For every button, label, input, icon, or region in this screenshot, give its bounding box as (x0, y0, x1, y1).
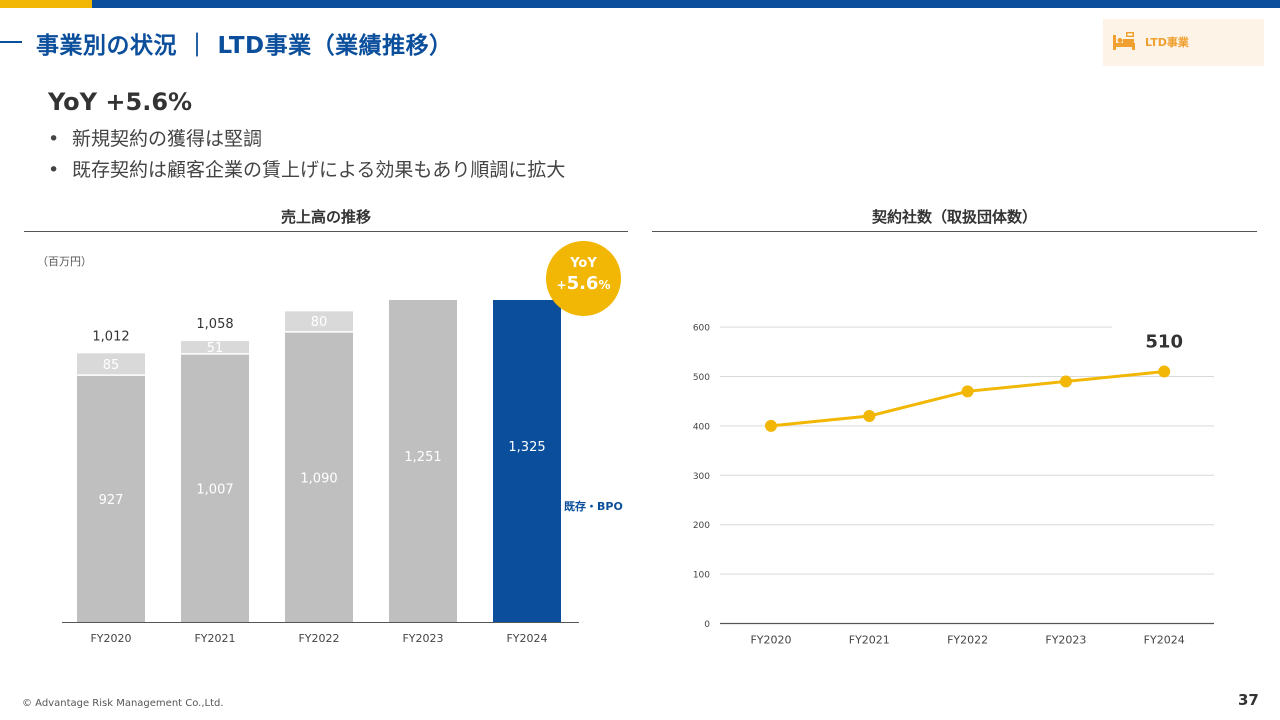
bar-total-label: 1,058 (196, 317, 233, 332)
badge-label: LTD事業 (1145, 36, 1189, 49)
x-tick-label: FY2024 (506, 632, 547, 645)
yoy-circle-value: +5.6% (556, 273, 611, 294)
bar-existing-label: 1,007 (196, 482, 233, 497)
x-tick-label: FY2022 (947, 634, 988, 647)
bullet-item: • 新規契約の獲得は堅調 (48, 128, 263, 150)
bar-total-label: 1,012 (92, 329, 129, 344)
bar-existing-label: 927 (99, 493, 124, 508)
bar-existing-FY2022 (285, 332, 353, 622)
bar-existing-FY2020 (77, 375, 145, 622)
x-tick-label: FY2021 (194, 632, 235, 645)
bar-existing-FY2024 (493, 300, 561, 622)
bar-new-label: 51 (207, 341, 224, 356)
x-tick-label: FY2020 (90, 632, 131, 645)
y-tick-label: 300 (693, 472, 710, 482)
page-title: 事業別の状況 ｜ LTD事業（業績推移） (36, 33, 453, 59)
x-tick-label: FY2023 (1045, 634, 1086, 647)
segment-badge: LTD事業 (1103, 19, 1264, 66)
yoy-headline: YoY +5.6% (48, 88, 193, 116)
footer-copyright: © Advantage Risk Management Co.,Ltd. (22, 698, 224, 709)
y-tick-label: 100 (693, 571, 710, 581)
bullet-text: 既存契約は顧客企業の賃上げによる効果もあり順調に拡大 (72, 159, 566, 181)
x-tick-label: FY2021 (849, 634, 890, 647)
contracts-section-rule (652, 231, 1257, 232)
page-number: 37 (1238, 691, 1259, 709)
x-tick-label: FY2020 (750, 634, 791, 647)
bar-new-label: 85 (103, 358, 120, 373)
contracts-line-chart: 0 100 200 300 400 500 600 FY2020 FY2021 FY2022 FY2… (693, 324, 1214, 647)
bar-new-label: 80 (311, 315, 328, 330)
y-tick-label: 600 (693, 324, 710, 334)
y-tick-label: 200 (693, 521, 710, 531)
revenue-section-title: 売上高の推移 (280, 208, 371, 226)
bar-total-label: 1,170 (300, 300, 337, 302)
yoy-circle-label: YoY (570, 256, 597, 271)
title-dash (0, 41, 22, 43)
top-brand-bar (92, 0, 1280, 8)
legend-existing-label: 既存・BPO (564, 499, 623, 513)
bar-existing-FY2021 (181, 354, 249, 622)
y-tick-label: 500 (693, 373, 710, 383)
summary-bullets: • 新規契約の獲得は堅調 • 既存契約は顧客企業の賃上げによる効果もあり順調に拡大 (48, 124, 565, 186)
contracts-section-title: 契約社数（取扱団体数） (871, 208, 1037, 226)
revenue-bar-chart: 927 85 1,012 FY2020 1,007 51 1,058 FY2021 1,090 8… (62, 300, 623, 645)
line-point-FY2020 (765, 419, 777, 432)
bar-existing-FY2023 (389, 300, 457, 622)
y-tick-label: 400 (693, 422, 710, 432)
line-point-FY2023 (1059, 375, 1072, 388)
x-tick-label: FY2023 (402, 632, 443, 645)
x-tick-label: FY2022 (298, 632, 339, 645)
bed-icon (1113, 32, 1135, 50)
bar-existing-label: 1,251 (404, 450, 441, 465)
bar-existing-label: 1,325 (508, 440, 545, 455)
bullet-text: 新規契約の獲得は堅調 (72, 128, 263, 150)
revenue-section-rule (24, 231, 628, 232)
line-point-FY2022 (961, 385, 974, 398)
bar-new-FY2022 (285, 311, 353, 332)
line-point-FY2024 (1158, 365, 1171, 378)
bullet-item: • 既存契約は顧客企業の賃上げによる効果もあり順調に拡大 (48, 159, 566, 181)
line-point-FY2021 (863, 410, 876, 423)
x-tick-label: FY2024 (1144, 634, 1185, 647)
bar-new-FY2021 (181, 341, 249, 354)
bar-new-FY2020 (77, 353, 145, 375)
y-tick-label: 0 (704, 620, 710, 630)
unit-label: （百万円） (37, 255, 92, 268)
top-accent-bar (0, 0, 92, 8)
yoy-circle-badge: YoY +5.6% (546, 241, 621, 316)
bar-existing-label: 1,090 (300, 471, 337, 486)
callout-value: 510 (1145, 332, 1183, 353)
contracts-line (770, 370, 1165, 428)
